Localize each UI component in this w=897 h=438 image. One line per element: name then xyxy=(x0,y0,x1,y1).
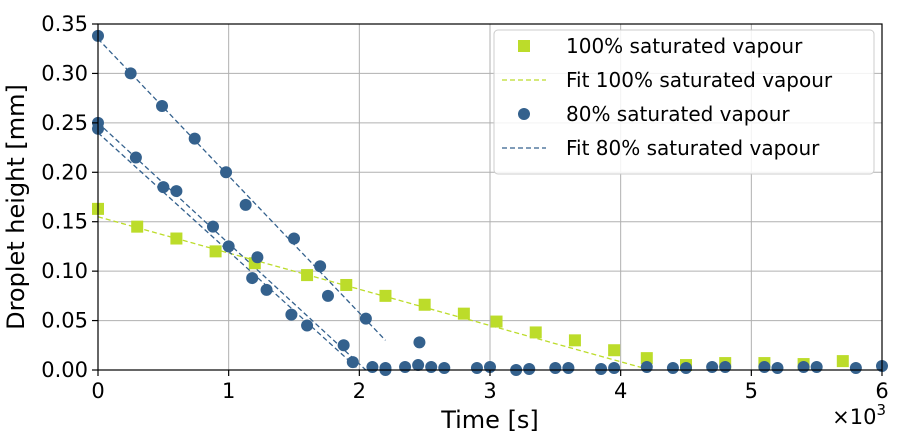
point-80-saturated xyxy=(438,362,451,375)
point-80-saturated xyxy=(849,362,862,375)
x-tick-label: 5 xyxy=(745,379,758,403)
x-tick-label: 2 xyxy=(353,379,366,403)
point-80-saturated xyxy=(680,362,692,375)
point-80-saturated xyxy=(359,312,372,325)
legend-label: 80% saturated vapour xyxy=(566,102,790,126)
point-80-saturated xyxy=(222,240,235,253)
point-80-saturated xyxy=(251,251,264,264)
point-80-saturated xyxy=(523,363,536,376)
point-80-saturated xyxy=(346,356,359,369)
point-80-saturated xyxy=(595,363,608,376)
point-80-saturated xyxy=(562,362,575,375)
y-tick-label: 0.30 xyxy=(41,61,88,85)
x-axis-label: Time [s] xyxy=(440,406,539,434)
point-80-saturated xyxy=(206,220,219,233)
fit-line-80 xyxy=(97,38,386,341)
x-axis-multiplier-base: ×10 xyxy=(832,405,876,429)
point-80-saturated xyxy=(425,361,438,374)
y-tick-label: 0.10 xyxy=(41,259,88,283)
fit-line-100 xyxy=(97,216,647,370)
point-100-saturated xyxy=(248,257,261,270)
point-80-saturated xyxy=(314,260,327,273)
point-80-saturated xyxy=(124,67,137,80)
point-80-saturated xyxy=(337,339,350,352)
point-100-saturated xyxy=(568,334,581,347)
point-80-saturated xyxy=(321,289,334,302)
legend-label: 100% saturated vapour xyxy=(566,34,803,58)
legend-label: Fit 100% saturated vapour xyxy=(566,68,833,92)
point-80-saturated xyxy=(640,361,653,374)
point-100-saturated xyxy=(608,344,621,357)
point-100-saturated xyxy=(209,245,222,258)
point-80-saturated xyxy=(170,185,183,198)
point-100-saturated xyxy=(836,355,849,368)
point-80-saturated xyxy=(129,151,142,164)
point-100-saturated xyxy=(418,298,431,311)
point-80-saturated xyxy=(413,336,426,349)
point-80-saturated xyxy=(549,362,562,375)
point-80-saturated xyxy=(220,166,233,179)
point-80-saturated xyxy=(719,361,732,374)
legend: 100% saturated vapour Fit 100% saturated … xyxy=(493,29,875,175)
point-80-saturated xyxy=(188,132,201,145)
point-100-saturated xyxy=(170,232,183,245)
point-80-saturated xyxy=(156,100,169,113)
point-100-saturated xyxy=(131,220,144,233)
y-tick-label: 0.25 xyxy=(41,111,88,135)
x-tick-label: 6 xyxy=(875,379,888,403)
point-80-saturated xyxy=(246,272,259,285)
point-100-saturated xyxy=(640,352,653,365)
y-tick-label: 0.20 xyxy=(41,160,88,184)
y-tick-label: 0.15 xyxy=(41,210,88,234)
point-80-saturated xyxy=(285,308,298,321)
x-axis-multiplier-exponent: 3 xyxy=(876,401,886,419)
point-80-saturated xyxy=(412,359,425,372)
point-100-saturated xyxy=(490,315,503,328)
y-tick-label: 0.05 xyxy=(41,309,88,333)
point-80-saturated xyxy=(706,361,719,374)
point-80-saturated xyxy=(608,362,621,375)
point-80-saturated xyxy=(260,283,273,296)
point-80-saturated xyxy=(399,361,412,374)
point-80-saturated xyxy=(239,198,252,211)
point-80-saturated xyxy=(157,181,170,194)
x-tick-label: 3 xyxy=(483,379,496,403)
legend-swatch xyxy=(518,40,530,52)
legend-swatch xyxy=(518,108,530,120)
point-80-saturated xyxy=(366,361,379,374)
x-tick-label: 1 xyxy=(222,379,235,403)
point-80-saturated xyxy=(288,232,300,245)
point-80-saturated xyxy=(379,362,392,375)
point-100-saturated xyxy=(457,307,470,320)
y-axis-label: Droplet height [mm] xyxy=(2,84,30,330)
point-80-saturated xyxy=(810,361,823,374)
legend-box xyxy=(493,29,875,175)
point-100-saturated xyxy=(301,269,314,282)
point-80-saturated xyxy=(301,319,314,332)
data-points xyxy=(92,29,888,376)
point-80-saturated xyxy=(666,362,679,375)
point-100-saturated xyxy=(340,278,353,291)
x-tick-label: 4 xyxy=(614,379,627,403)
fit-line-80 xyxy=(97,122,367,371)
y-tick-label: 0.00 xyxy=(41,358,88,382)
legend-label: Fit 80% saturated vapour xyxy=(566,136,820,160)
point-100-saturated xyxy=(379,289,392,302)
x-tick-label: 0 xyxy=(91,379,104,403)
point-80-saturated xyxy=(758,361,771,374)
y-tick-label: 0.35 xyxy=(41,12,88,36)
x-axis-multiplier: ×103 xyxy=(832,401,886,429)
point-80-saturated xyxy=(797,361,810,374)
ticks: 0 1 2 3 4 5 6 0.00 0.05 0.10 0.15 0.20 0.25 0.30 0.35 xyxy=(41,12,888,403)
point-100-saturated xyxy=(529,326,542,339)
point-80-saturated xyxy=(470,362,483,375)
point-80-saturated xyxy=(771,362,784,375)
